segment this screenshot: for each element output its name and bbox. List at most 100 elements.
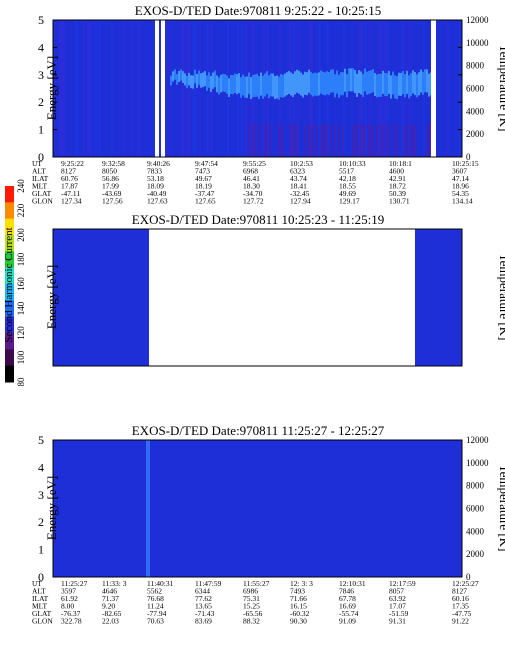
panel-1: EXOS-D/TED Date:970811 9:25:22 - 10:25:1…	[32, 3, 505, 206]
orbit-row-label: GLAT	[32, 609, 52, 618]
spectrogram-column	[278, 124, 280, 157]
orbit-cell: 6986	[243, 587, 258, 596]
orbit-cell: 17.87	[61, 182, 78, 191]
emission-band-segment	[204, 71, 206, 87]
spectrogram-column	[87, 20, 89, 157]
emission-band-segment	[324, 72, 326, 96]
data-gap	[161, 20, 165, 157]
orbit-cell: 127.94	[290, 197, 311, 206]
emission-band-segment	[232, 75, 234, 95]
spectrogram-column	[63, 20, 65, 157]
emission-band-segment	[228, 78, 230, 97]
orbit-cell: 67.78	[339, 594, 356, 603]
emission-band-segment	[300, 72, 302, 96]
emission-band-segment	[224, 74, 226, 93]
emission-band-segment	[414, 72, 416, 96]
temperature-axis-ticks: 0 2000 4000 6000 8000 10000 12000	[466, 15, 489, 162]
emission-band-segment	[420, 69, 422, 93]
spectrogram-column	[334, 124, 336, 157]
spectrogram-column	[195, 20, 197, 157]
emission-band-segment	[182, 71, 184, 83]
emission-band-segment	[192, 75, 194, 89]
temperature-tick-label: 12000	[466, 15, 489, 25]
orbit-cell: -47.11	[61, 189, 80, 198]
spectrogram-column	[426, 124, 428, 157]
orbit-row-label: ILAT	[32, 174, 49, 183]
spectrogram-column	[169, 20, 171, 157]
spectrogram-column	[53, 20, 55, 157]
emission-band-segment	[380, 73, 382, 97]
colorbar-tick-label: 220	[16, 203, 26, 217]
orbit-cell: -40.49	[147, 189, 167, 198]
emission-band-segment	[236, 74, 238, 95]
temperature-tick-label: 8000	[466, 61, 485, 71]
orbit-cell: 9:47:54	[195, 159, 218, 168]
panel-title: EXOS-D/TED Date:970811 11:25:27 - 12:25:…	[132, 423, 385, 438]
emission-band-segment	[188, 72, 190, 86]
emission-band-segment	[402, 71, 404, 95]
emission-band-segment	[352, 68, 354, 92]
orbit-cell: 134.14	[452, 197, 473, 206]
emission-band-segment	[310, 71, 312, 95]
spectrogram-column	[254, 124, 256, 157]
spectrogram-column	[324, 124, 326, 157]
orbit-cell: 54.35	[452, 189, 469, 198]
spectrogram-column	[264, 124, 266, 157]
emission-band-segment	[254, 74, 256, 97]
spectrogram-column	[187, 20, 189, 157]
orbit-cell: 129.17	[339, 197, 360, 206]
spectrogram-column	[430, 124, 432, 157]
spectrogram-column	[394, 124, 396, 157]
emission-band-segment	[262, 75, 264, 99]
emission-band-segment	[366, 71, 368, 95]
emission-band-segment	[344, 68, 346, 92]
spectrogram-column	[165, 20, 167, 157]
orbit-cell: 17.35	[452, 602, 469, 611]
spectrogram-column	[380, 124, 382, 157]
orbit-cell: 9:55:25	[243, 159, 266, 168]
orbit-cell: 91.09	[339, 617, 356, 626]
emission-band-segment	[340, 72, 342, 96]
emission-band-segment	[400, 72, 402, 96]
spectrogram-column	[282, 124, 284, 157]
orbit-cell: 49.69	[339, 189, 356, 198]
spectrogram-column	[270, 124, 272, 157]
data-gap	[431, 20, 436, 157]
orbit-cell: 17.07	[389, 602, 406, 611]
emission-band-segment	[170, 75, 172, 86]
emission-band-segment	[286, 72, 288, 96]
spectrogram-column	[181, 20, 183, 157]
emission-band-segment	[332, 69, 334, 93]
orbit-cell: 42.91	[389, 174, 406, 183]
emission-band-segment	[302, 74, 304, 98]
orbit-cell: 56.86	[102, 174, 119, 183]
emission-band-segment	[426, 69, 428, 93]
orbit-cell: 88.32	[243, 617, 260, 626]
emission-band-segment	[294, 71, 296, 95]
emission-band-segment	[350, 68, 352, 92]
orbit-cell: 60.76	[61, 174, 78, 183]
emission-band-segment	[312, 73, 314, 97]
spectrogram-column	[258, 124, 260, 157]
spectrogram-column	[362, 124, 364, 157]
spectrogram-column	[316, 124, 318, 157]
orbit-cell: 42.18	[339, 174, 356, 183]
emission-band-segment	[338, 74, 340, 98]
colorbar-swatch	[5, 267, 14, 285]
emission-band-segment	[330, 69, 332, 93]
orbit-cell: 10:18:1	[389, 159, 412, 168]
orbit-cell: 70.63	[147, 617, 164, 626]
emission-band-segment	[288, 70, 290, 94]
spectrogram-column	[290, 124, 292, 157]
orbit-cell: 18.72	[389, 182, 406, 191]
orbit-cell: 5517	[339, 167, 354, 176]
orbit-cell: 10:2:53	[290, 159, 313, 168]
spectrogram-column	[310, 124, 312, 157]
orbit-cell: 11:40:31	[147, 579, 174, 588]
orbit-cell: -47.75	[452, 609, 472, 618]
emission-band-segment	[246, 76, 248, 98]
colorbar-tick-label: 160	[16, 277, 26, 291]
spectrogram-column	[308, 124, 310, 157]
emission-band-segment	[346, 74, 348, 98]
emission-band-segment	[348, 68, 350, 92]
